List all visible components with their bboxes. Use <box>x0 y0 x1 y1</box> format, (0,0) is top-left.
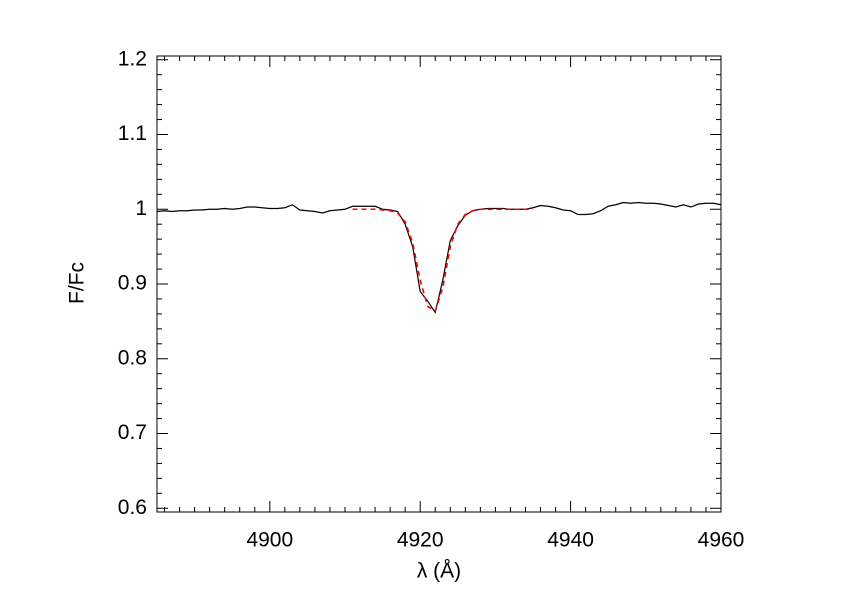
x-axis-label: λ (Å) <box>417 560 461 583</box>
series-line <box>156 201 722 314</box>
y-tick-label: 0.8 <box>118 346 147 369</box>
y-tick-label: 1.1 <box>118 122 147 145</box>
y-tick-label: 1.2 <box>118 47 147 70</box>
y-tick-label: 1 <box>135 197 147 220</box>
y-tick-label: 0.7 <box>118 421 147 444</box>
series-line <box>352 208 533 313</box>
x-tick-label: 4920 <box>397 529 444 552</box>
x-tick-label: 4900 <box>246 529 293 552</box>
y-tick-label: 0.9 <box>118 272 147 295</box>
y-tick-label: 0.6 <box>118 496 147 519</box>
x-tick-label: 4960 <box>698 529 745 552</box>
y-axis-label: F/Fc <box>66 262 89 304</box>
x-tick-label: 4940 <box>547 529 594 552</box>
plot-frame <box>156 55 722 513</box>
